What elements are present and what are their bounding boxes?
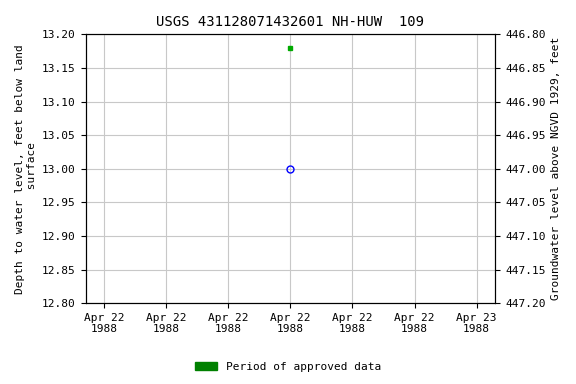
Title: USGS 431128071432601 NH-HUW  109: USGS 431128071432601 NH-HUW 109	[157, 15, 425, 29]
Y-axis label: Depth to water level, feet below land
 surface: Depth to water level, feet below land su…	[15, 44, 37, 294]
Y-axis label: Groundwater level above NGVD 1929, feet: Groundwater level above NGVD 1929, feet	[551, 37, 561, 300]
Legend: Period of approved data: Period of approved data	[191, 358, 385, 377]
